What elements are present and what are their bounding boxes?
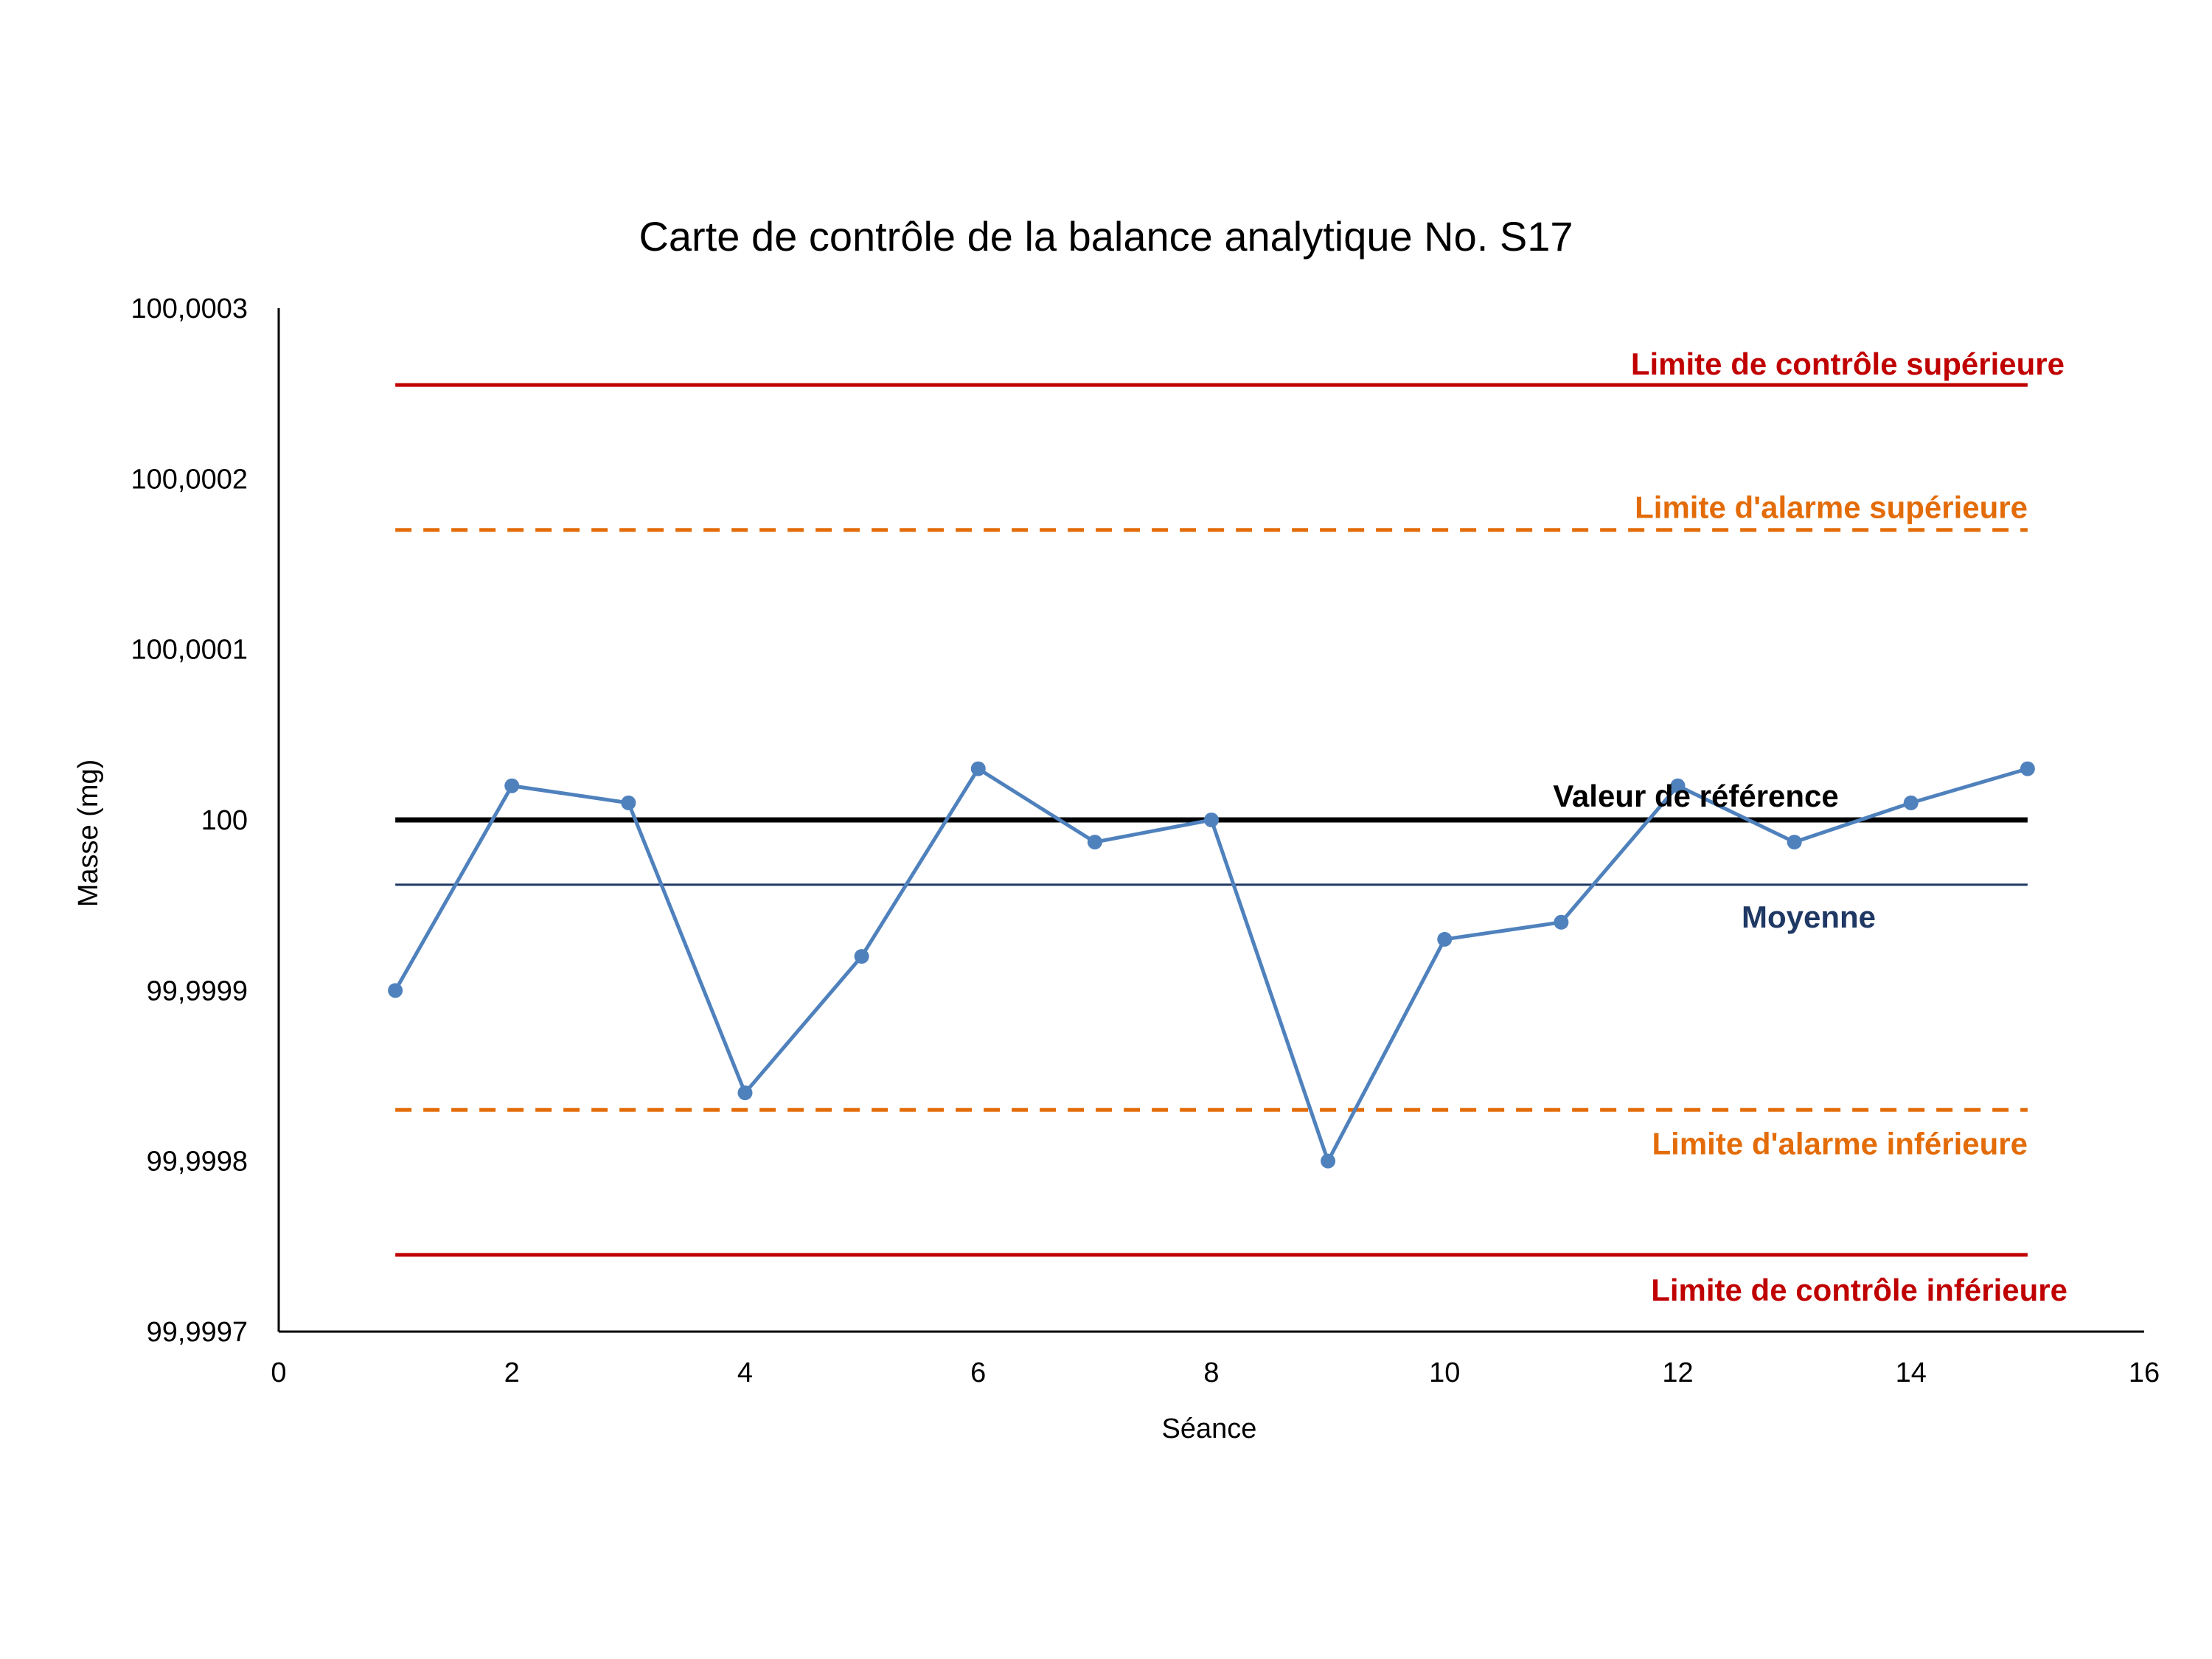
x-tick-label: 10 bbox=[1429, 1357, 1460, 1388]
data-point bbox=[504, 778, 520, 793]
x-tick-label: 16 bbox=[2129, 1357, 2160, 1388]
limit-label: Valeur de référence bbox=[1553, 779, 1839, 813]
data-point bbox=[621, 795, 636, 810]
data-point bbox=[2020, 761, 2035, 776]
data-point bbox=[1554, 914, 1569, 930]
chart-title: Carte de contrôle de la balance analytiq… bbox=[639, 213, 1573, 260]
data-point bbox=[1204, 813, 1219, 827]
y-tick-label: 99,9997 bbox=[147, 1317, 248, 1348]
x-tick-label: 12 bbox=[1662, 1357, 1693, 1388]
data-point bbox=[737, 1085, 753, 1101]
data-point bbox=[388, 983, 403, 998]
x-tick-label: 6 bbox=[970, 1357, 986, 1388]
data-point bbox=[1787, 835, 1802, 850]
x-tick-label: 2 bbox=[504, 1357, 520, 1388]
limit-label: Limite de contrôle inférieure bbox=[1651, 1273, 2067, 1307]
y-tick-label: 99,9999 bbox=[147, 975, 248, 1006]
data-point bbox=[854, 949, 869, 964]
data-point bbox=[1087, 835, 1102, 850]
x-axis-label: Séance bbox=[1162, 1413, 1257, 1444]
limit-label: Limite d'alarme supérieure bbox=[1635, 490, 2028, 525]
limit-label: Limite de contrôle supérieure bbox=[1631, 347, 2065, 381]
y-axis-label: Masse (mg) bbox=[73, 759, 104, 908]
plot-area: 99,999799,999899,9999100100,0001100,0002… bbox=[131, 293, 2160, 1388]
y-tick-label: 100 bbox=[201, 805, 248, 836]
y-tick-label: 100,0003 bbox=[131, 293, 248, 324]
limit-label: Moyenne bbox=[1742, 900, 1876, 934]
x-tick-label: 0 bbox=[271, 1357, 286, 1388]
y-tick-label: 100,0001 bbox=[131, 635, 248, 666]
x-tick-label: 14 bbox=[1896, 1357, 1927, 1388]
data-point bbox=[1437, 931, 1453, 947]
data-point bbox=[970, 761, 986, 776]
x-tick-label: 8 bbox=[1203, 1357, 1219, 1388]
x-tick-label: 4 bbox=[737, 1357, 753, 1388]
limit-label: Limite d'alarme inférieure bbox=[1652, 1126, 2028, 1161]
data-point bbox=[1321, 1153, 1336, 1169]
y-tick-label: 99,9998 bbox=[147, 1147, 248, 1178]
data-point bbox=[1903, 795, 1919, 810]
series-line bbox=[393, 767, 2028, 1164]
data-point bbox=[1670, 778, 1686, 793]
y-tick-label: 100,0002 bbox=[131, 464, 248, 495]
